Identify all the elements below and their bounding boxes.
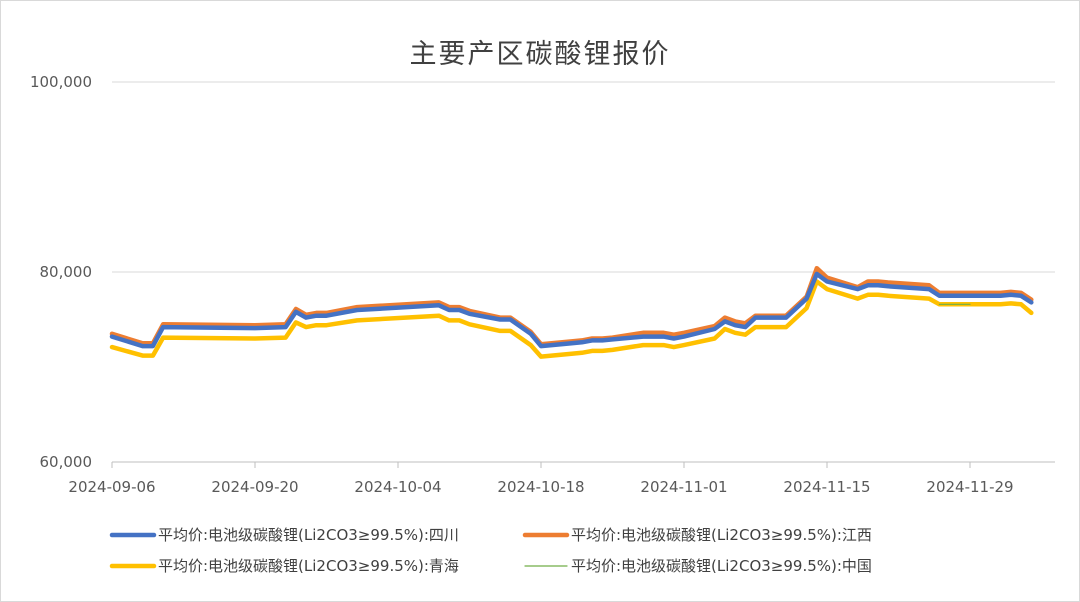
legend-label: 平均价:电池级碳酸锂(Li2CO3≥99.5%):中国	[571, 557, 872, 575]
legend-label: 平均价:电池级碳酸锂(Li2CO3≥99.5%):四川	[158, 526, 459, 544]
y-tick-label: 100,000	[30, 73, 92, 91]
series-line	[109, 265, 1034, 347]
y-tick-label: 80,000	[40, 263, 93, 281]
chart-title: 主要产区碳酸锂报价	[409, 39, 671, 70]
x-tick-label: 2024-11-29	[926, 478, 1013, 496]
series-line	[109, 271, 1034, 349]
legend-label: 平均价:电池级碳酸锂(Li2CO3≥99.5%):青海	[158, 557, 459, 575]
x-tick-label: 2024-09-06	[68, 478, 155, 496]
x-tick-label: 2024-11-01	[640, 478, 727, 496]
x-tick-label: 2024-10-04	[354, 478, 441, 496]
x-tick-label: 2024-09-20	[211, 478, 298, 496]
legend-label: 平均价:电池级碳酸锂(Li2CO3≥99.5%):江西	[571, 526, 872, 544]
x-tick-label: 2024-11-15	[783, 478, 870, 496]
series-line	[109, 279, 1034, 359]
y-tick-label: 60,000	[40, 453, 93, 471]
x-tick-label: 2024-10-18	[497, 478, 584, 496]
